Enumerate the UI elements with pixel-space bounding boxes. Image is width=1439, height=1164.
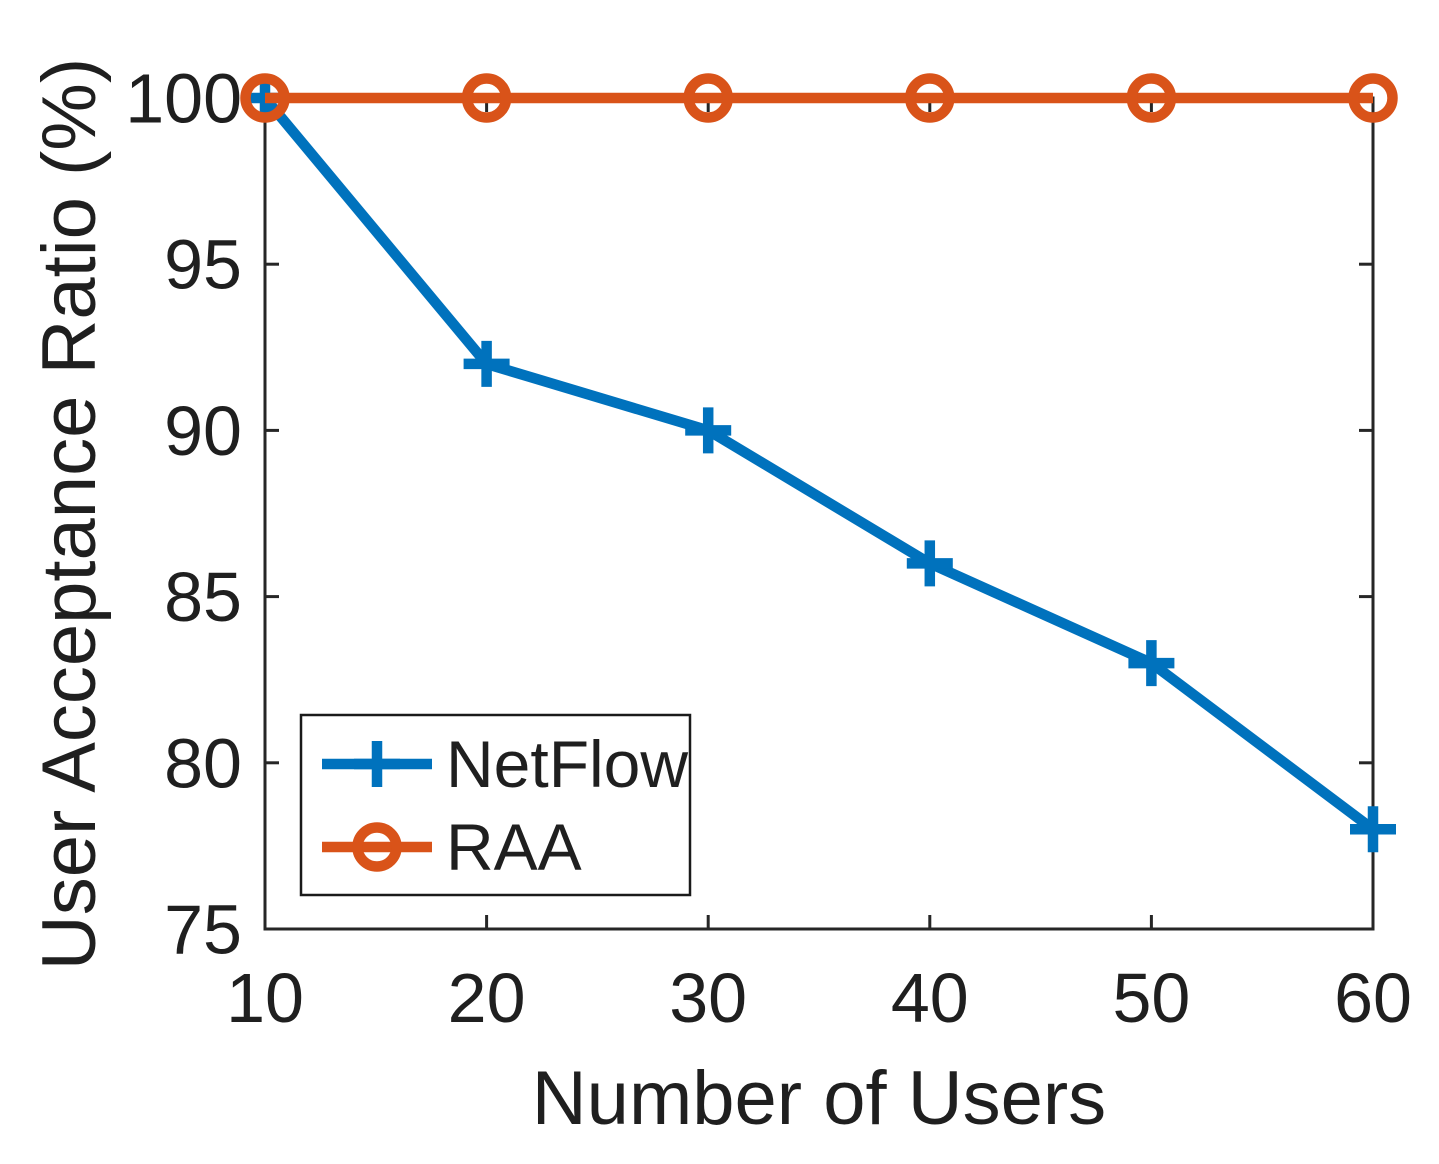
legend-item-raa-circle-marker: [352, 822, 402, 872]
series-raa-circle-marker: [683, 73, 733, 123]
series-raa-circle-marker: [240, 73, 290, 123]
x-tick-label: 10: [226, 959, 304, 1037]
series-raa-circle-marker: [461, 73, 512, 123]
series-netflow-plus-marker: [906, 540, 953, 587]
legend: NetFlow RAA: [299, 713, 692, 897]
series-layer: [240, 73, 1398, 853]
x-tick-label: 50: [1112, 959, 1190, 1037]
series-netflow-line: [260, 94, 1377, 834]
series-netflow-plus-marker: [463, 340, 510, 387]
y-tick-label: 80: [164, 724, 242, 802]
y-tick-label: 75: [164, 891, 242, 969]
x-tick-label: 20: [448, 959, 526, 1037]
legend-item-netflow-plus-marker: [354, 741, 400, 787]
series-raa-circle-marker: [905, 73, 955, 123]
y-tick-label: 100: [125, 60, 242, 138]
axes-layer: 10 20 30 40 50 60 75 80 85 90 95 100: [125, 60, 1412, 1038]
y-tick-label: 95: [164, 226, 242, 304]
legend-item-netflow-label: NetFlow: [446, 727, 688, 801]
series-netflow-plus-marker: [1350, 806, 1396, 853]
series-raa-circle-marker: [1126, 73, 1177, 123]
series-netflow-plus-marker: [1128, 640, 1175, 687]
series-netflow-plus-marker: [685, 407, 732, 454]
legend-item-raa-label: RAA: [446, 810, 582, 884]
y-axis-title: User Acceptance Ratio (%): [27, 58, 112, 970]
x-tick-label: 60: [1334, 959, 1412, 1037]
x-tick-label: 40: [891, 959, 969, 1037]
series-raa-circle-marker: [1348, 73, 1398, 123]
x-axis-title: Number of Users: [532, 1056, 1106, 1141]
y-tick-label: 90: [164, 392, 242, 470]
y-tick-label: 85: [164, 558, 242, 636]
x-tick-label: 30: [669, 959, 747, 1037]
